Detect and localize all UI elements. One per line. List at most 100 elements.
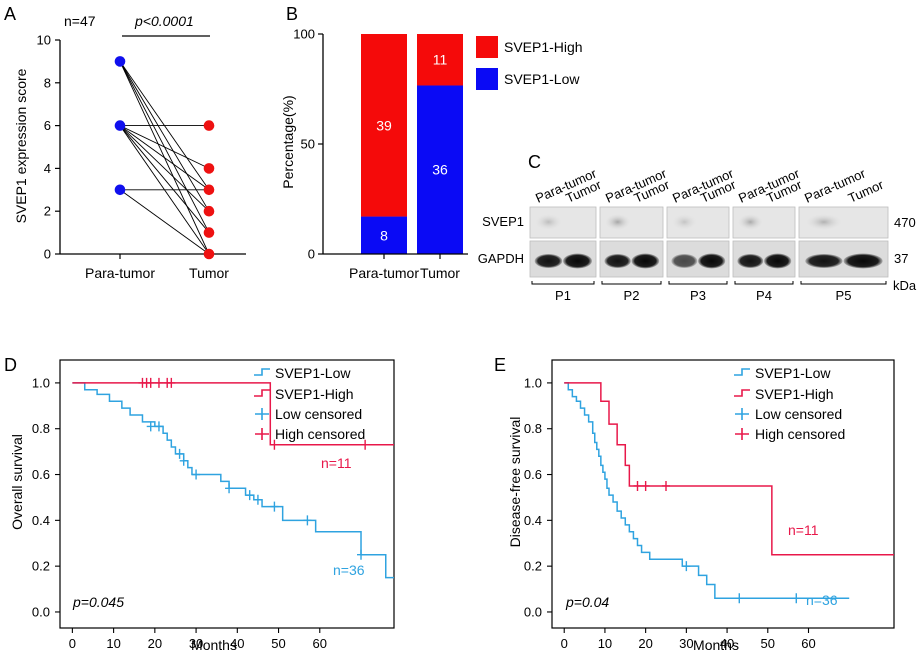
- legend-cross-high: [255, 428, 269, 440]
- censor-mark-svep1-low: [179, 455, 188, 466]
- x-tick-label: 10: [106, 636, 120, 651]
- x-tick-label: 50: [761, 636, 775, 651]
- blot-band-gapdh-tumor: [843, 253, 883, 269]
- plot-frame: [551, 359, 895, 629]
- y-tick-label: 0.0: [524, 604, 542, 619]
- censor-mark-svep1-low: [245, 490, 254, 501]
- kda-unit: kDa: [893, 278, 917, 293]
- blot-band-gapdh-tumor: [764, 253, 792, 269]
- censor-mark-svep1-low: [225, 483, 234, 494]
- patient-bracket: [734, 281, 794, 285]
- y-tick-label: 1.0: [32, 375, 50, 390]
- legend: SVEP1-Low SVEP1-High Low censored High c…: [254, 365, 365, 442]
- tumor-point: [203, 227, 215, 238]
- patient-label: P2: [624, 288, 640, 303]
- y-tick-label: 0.8: [524, 421, 542, 436]
- legend-label-low-censored: Low censored: [275, 406, 362, 422]
- censor-mark-svep1-low: [270, 501, 279, 512]
- plot-area: 0.0 0.2 0.4 0.6 0.8 1.0 0 10 20 30 40 50 60: [524, 359, 895, 651]
- y-tick-label: 0.6: [524, 467, 542, 482]
- blot-band-gapdh-para: [671, 254, 698, 268]
- axes: 0 2 4 6 8 10 Para-tumor Tumor: [37, 33, 246, 281]
- legend-line-high: [734, 389, 750, 397]
- x-tick-label: 50: [271, 636, 285, 651]
- censor-mark-svep1-low: [192, 469, 201, 480]
- legend-label-low-censored: Low censored: [755, 406, 842, 422]
- y-tick-label: 0.4: [524, 513, 542, 528]
- censor-mark-svep1-high: [361, 439, 370, 450]
- x-tick-label: 10: [598, 636, 612, 651]
- tumor-point: [203, 248, 215, 260]
- legend-line-high: [254, 389, 270, 397]
- x-tick-label: 40: [230, 636, 244, 651]
- y-tick-label: 0: [44, 247, 51, 262]
- censor-mark-svep1-high: [146, 377, 155, 388]
- legend-swatch-low: [476, 68, 498, 90]
- panel-label-c: C: [528, 152, 541, 172]
- blot-strip-svep1: [666, 206, 730, 239]
- y-tick-label: 6: [44, 118, 51, 133]
- x-tick-label: Para-tumor: [349, 265, 419, 281]
- legend-label-high: SVEP1-High: [275, 386, 354, 402]
- axes: 0 50 100 Para-tumor Tumor: [293, 27, 468, 281]
- y-axis-label: Disease-free survival: [507, 417, 523, 548]
- censor-mark-svep1-high: [154, 377, 163, 388]
- n-label-low: n=36: [806, 592, 838, 608]
- y-tick-label: 0.4: [32, 513, 50, 528]
- x-axis-label: Months: [191, 637, 237, 653]
- km-curve-svep1-high: [564, 382, 894, 556]
- legend-label-high-censored: High censored: [755, 426, 845, 442]
- annotation-p-value: p=0.04: [565, 594, 609, 610]
- legend-cross-low: [735, 408, 749, 420]
- patient-label: P1: [555, 288, 571, 303]
- blot-band-gapdh-tumor: [631, 253, 660, 269]
- tumor-point: [203, 120, 215, 131]
- blot-band-svep1-para: [806, 214, 842, 230]
- x-tick-label: 60: [801, 636, 815, 651]
- para-tumor-point: [114, 184, 126, 196]
- censor-mark-svep1-low: [303, 515, 312, 526]
- censor-mark-svep1-low: [146, 421, 155, 432]
- y-tick-label: 0.6: [32, 467, 50, 482]
- bar-svep1-low-tumor: [417, 85, 463, 254]
- legend-label-high: SVEP1-High: [504, 39, 583, 55]
- legend-cross-high: [735, 428, 749, 440]
- panel-b-stacked-bar-chart: Percentage(%) 8 39 36 11 0 50 100 Para-tumor Tu…: [280, 27, 583, 282]
- plot-frame: [59, 359, 395, 629]
- legend-label-high: SVEP1-High: [755, 386, 834, 402]
- pair-line: [119, 125, 210, 233]
- y-tick-label: 0.0: [32, 604, 50, 619]
- legend: SVEP1-High SVEP1-Low: [476, 36, 583, 90]
- bars: 8 39 36 11: [361, 34, 463, 254]
- para-tumor-point: [114, 56, 126, 67]
- legend-label-low: SVEP1-Low: [755, 365, 831, 381]
- x-tick-label: 0: [561, 636, 568, 651]
- patient-label: P4: [756, 288, 772, 303]
- n-label-low: n=36: [333, 562, 365, 578]
- row-label-svep1: SVEP1: [482, 214, 524, 229]
- x-tick-label: Tumor: [420, 265, 460, 281]
- blot-band-svep1-para: [671, 214, 697, 230]
- y-tick-label: 0.2: [524, 559, 542, 574]
- y-tick-label: 50: [301, 137, 315, 152]
- panel-e-kaplan-meier-disease-free: Disease-free survival Months 0.00.20.40.…: [507, 359, 895, 653]
- y-tick-label: 1.0: [524, 375, 542, 390]
- x-tick-label: 20: [148, 636, 162, 651]
- censor-mark-svep1-low: [357, 549, 366, 560]
- patient-bracket: [800, 281, 887, 285]
- blot-strips: [529, 206, 889, 278]
- y-tick-label: 0.2: [32, 559, 50, 574]
- censor-mark-svep1-low: [682, 561, 691, 572]
- data-points: [114, 56, 215, 260]
- legend-swatch-high: [476, 36, 498, 58]
- panel-d-kaplan-meier-overall: Overall survival Months 0.0 0.2 0.4 0.6 0.8 1…: [9, 359, 395, 653]
- bar-svep1-high-tumor: [417, 34, 463, 86]
- annotation-p-value: p<0.0001: [134, 13, 194, 29]
- annotation-p-value: p=0.045: [72, 594, 124, 610]
- blot-band-svep1-para: [737, 214, 763, 230]
- y-tick-label: 100: [293, 27, 315, 42]
- panel-a-paired-dot-chart: n=47 p<0.0001 SVEP1 expression score 0 2 4…: [13, 13, 246, 281]
- blot-band-gapdh-tumor: [698, 253, 726, 269]
